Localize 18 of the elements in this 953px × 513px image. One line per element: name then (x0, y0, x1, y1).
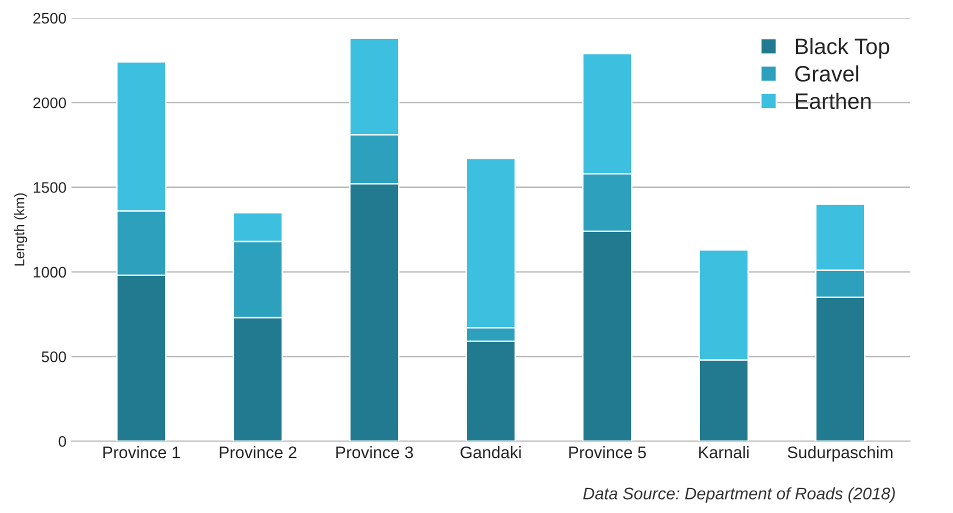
x-tick-label: Province 3 (336, 446, 413, 458)
y-tick-label: 0 (58, 436, 66, 447)
x-tick-label: Province 2 (220, 446, 296, 458)
x-tick-label: Gandaki (460, 446, 521, 458)
y-tick-label: 1500 (34, 182, 66, 193)
x-tick-label: Province 5 (569, 446, 646, 458)
y-tick-label: 500 (42, 351, 66, 362)
y-axis-title: Length (km) (14, 193, 28, 266)
x-tick-label: Karnali (699, 446, 749, 458)
y-tick-label: 1000 (34, 266, 66, 278)
y-tick-label: 2000 (33, 97, 66, 108)
legend-label: Earthen (796, 92, 871, 110)
y-tick-label: 2500 (33, 12, 66, 24)
x-tick-label: Province 1 (103, 446, 180, 458)
source-note: Data Source: Department of Roads (2018) (583, 487, 895, 503)
legend-label: Gravel (795, 65, 858, 82)
x-tick-label: Sudurpaschim (788, 446, 892, 462)
legend-label: Black Top (796, 38, 890, 59)
